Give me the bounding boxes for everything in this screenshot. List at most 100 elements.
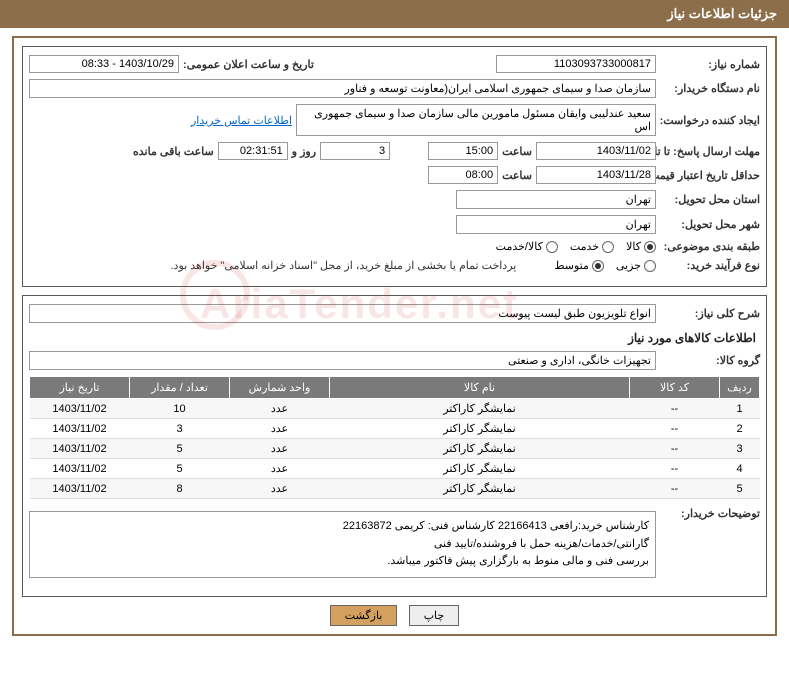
th-qty: تعداد / مقدار bbox=[130, 377, 230, 399]
th-date: تاریخ نیاز bbox=[30, 377, 130, 399]
table-cell: 2 bbox=[720, 419, 760, 439]
radio-service-label: خدمت bbox=[570, 240, 599, 253]
table-cell: نمایشگر کاراکتر bbox=[330, 459, 630, 479]
table-cell: 1403/11/02 bbox=[30, 479, 130, 499]
table-cell: عدد bbox=[230, 419, 330, 439]
need-no-field: 1103093733000817 bbox=[496, 55, 656, 73]
need-no-label: شماره نیاز: bbox=[660, 58, 760, 71]
treasury-note: پرداخت تمام یا بخشی از مبلغ خرید، از محل… bbox=[171, 259, 517, 272]
days-and-label: روز و bbox=[292, 145, 316, 158]
category-label: طبقه بندی موضوعی: bbox=[660, 240, 760, 253]
radio-medium-label: متوسط bbox=[554, 259, 589, 272]
table-cell: 10 bbox=[130, 399, 230, 419]
table-cell: 8 bbox=[130, 479, 230, 499]
radio-medium[interactable] bbox=[592, 260, 604, 272]
requester-field: سعید عندلیبی وایقان مسئول مامورین مالی س… bbox=[296, 104, 656, 136]
reply-time-label: ساعت bbox=[502, 145, 532, 158]
buyer-notes-label: توضیحات خریدار: bbox=[660, 507, 760, 520]
province-label: استان محل تحویل: bbox=[660, 193, 760, 206]
radio-both-label: کالا/خدمت bbox=[496, 240, 543, 253]
th-name: نام کالا bbox=[330, 377, 630, 399]
table-cell: -- bbox=[630, 459, 720, 479]
table-cell: 3 bbox=[720, 439, 760, 459]
table-row: 1--نمایشگر کاراکترعدد101403/11/02 bbox=[30, 399, 760, 419]
back-button[interactable]: بازگشت bbox=[330, 605, 398, 626]
table-cell: 1403/11/02 bbox=[30, 459, 130, 479]
buyer-org-label: نام دستگاه خریدار: bbox=[660, 82, 760, 95]
validity-label: حداقل تاریخ اعتبار قیمت: تا تاریخ: bbox=[660, 169, 760, 182]
table-cell: 1403/11/02 bbox=[30, 439, 130, 459]
city-field: تهران bbox=[456, 215, 656, 234]
table-row: 3--نمایشگر کاراکترعدد51403/11/02 bbox=[30, 439, 760, 459]
table-cell: 5 bbox=[130, 459, 230, 479]
buyer-org-field: سازمان صدا و سیمای جمهوری اسلامی ایران(م… bbox=[29, 79, 656, 98]
radio-goods[interactable] bbox=[644, 241, 656, 253]
table-cell: عدد bbox=[230, 459, 330, 479]
table-cell: 1403/11/02 bbox=[30, 399, 130, 419]
buyer-notes-line2: گارانتی/خدمات/هزینه حمل با فروشنده/تایید… bbox=[36, 536, 649, 554]
table-cell: عدد bbox=[230, 439, 330, 459]
buyer-notes-line1: کارشناس خرید:رافعی 22166413 کارشناس فنی:… bbox=[36, 518, 649, 536]
info-section: شماره نیاز: 1103093733000817 تاریخ و ساع… bbox=[22, 46, 767, 287]
desc-title-field: انواع تلویزیون طبق لیست پیوست bbox=[29, 304, 656, 323]
radio-small[interactable] bbox=[644, 260, 656, 272]
buyer-notes-box: کارشناس خرید:رافعی 22166413 کارشناس فنی:… bbox=[29, 511, 656, 578]
goods-table: ردیف کد کالا نام کالا واحد شمارش تعداد /… bbox=[29, 376, 760, 499]
group-label: گروه کالا: bbox=[660, 354, 760, 367]
reply-time-field: 15:00 bbox=[428, 142, 498, 160]
contact-link[interactable]: اطلاعات تماس خریدار bbox=[191, 114, 292, 127]
goods-section-title: اطلاعات کالاهای مورد نیاز bbox=[29, 331, 756, 345]
days-field: 3 bbox=[320, 142, 390, 160]
process-radio-group: جزیی متوسط bbox=[554, 259, 656, 272]
announce-field: 1403/10/29 - 08:33 bbox=[29, 55, 179, 73]
reply-deadline-label: مهلت ارسال پاسخ: تا تاریخ: bbox=[660, 145, 760, 158]
process-label: نوع فرآیند خرید: bbox=[660, 259, 760, 272]
radio-service[interactable] bbox=[602, 241, 614, 253]
table-cell: 5 bbox=[130, 439, 230, 459]
table-cell: 4 bbox=[720, 459, 760, 479]
table-cell: 1403/11/02 bbox=[30, 419, 130, 439]
announce-label: تاریخ و ساعت اعلان عمومی: bbox=[183, 58, 314, 71]
table-row: 4--نمایشگر کاراکترعدد51403/11/02 bbox=[30, 459, 760, 479]
table-cell: نمایشگر کاراکتر bbox=[330, 479, 630, 499]
category-radio-group: کالا خدمت کالا/خدمت bbox=[496, 240, 656, 253]
table-cell: 1 bbox=[720, 399, 760, 419]
radio-small-label: جزیی bbox=[616, 259, 641, 272]
button-row: چاپ بازگشت bbox=[22, 605, 767, 626]
table-cell: عدد bbox=[230, 479, 330, 499]
city-label: شهر محل تحویل: bbox=[660, 218, 760, 231]
print-button[interactable]: چاپ bbox=[409, 605, 460, 626]
group-field: تجهیزات خانگی، اداری و صنعتی bbox=[29, 351, 656, 370]
table-cell: عدد bbox=[230, 399, 330, 419]
validity-time-label: ساعت bbox=[502, 169, 532, 182]
requester-label: ایجاد کننده درخواست: bbox=[660, 114, 760, 127]
desc-title-label: شرح کلی نیاز: bbox=[660, 307, 760, 320]
table-row: 2--نمایشگر کاراکترعدد31403/11/02 bbox=[30, 419, 760, 439]
countdown-field: 02:31:51 bbox=[218, 142, 288, 160]
table-cell: 5 bbox=[720, 479, 760, 499]
buyer-notes-line3: بررسی فنی و مالی منوط به بارگزاری پیش فا… bbox=[36, 553, 649, 571]
radio-goods-label: کالا bbox=[626, 240, 641, 253]
validity-time-field: 08:00 bbox=[428, 166, 498, 184]
table-row: 5--نمایشگر کاراکترعدد81403/11/02 bbox=[30, 479, 760, 499]
desc-section: شرح کلی نیاز: انواع تلویزیون طبق لیست پی… bbox=[22, 295, 767, 597]
table-cell: -- bbox=[630, 419, 720, 439]
page-header: جزئیات اطلاعات نیاز bbox=[0, 0, 789, 28]
table-cell: -- bbox=[630, 399, 720, 419]
th-unit: واحد شمارش bbox=[230, 377, 330, 399]
table-cell: نمایشگر کاراکتر bbox=[330, 399, 630, 419]
table-cell: 3 bbox=[130, 419, 230, 439]
validity-date-field: 1403/11/28 bbox=[536, 166, 656, 184]
radio-both[interactable] bbox=[546, 241, 558, 253]
th-code: کد کالا bbox=[630, 377, 720, 399]
reply-date-field: 1403/11/02 bbox=[536, 142, 656, 160]
header-title: جزئیات اطلاعات نیاز bbox=[667, 6, 777, 21]
province-field: تهران bbox=[456, 190, 656, 209]
table-cell: نمایشگر کاراکتر bbox=[330, 439, 630, 459]
table-cell: -- bbox=[630, 479, 720, 499]
table-cell: نمایشگر کاراکتر bbox=[330, 419, 630, 439]
table-cell: -- bbox=[630, 439, 720, 459]
main-container: AriaTender.net شماره نیاز: 1103093733000… bbox=[12, 36, 777, 636]
remaining-label: ساعت باقی مانده bbox=[133, 145, 214, 158]
th-row: ردیف bbox=[720, 377, 760, 399]
